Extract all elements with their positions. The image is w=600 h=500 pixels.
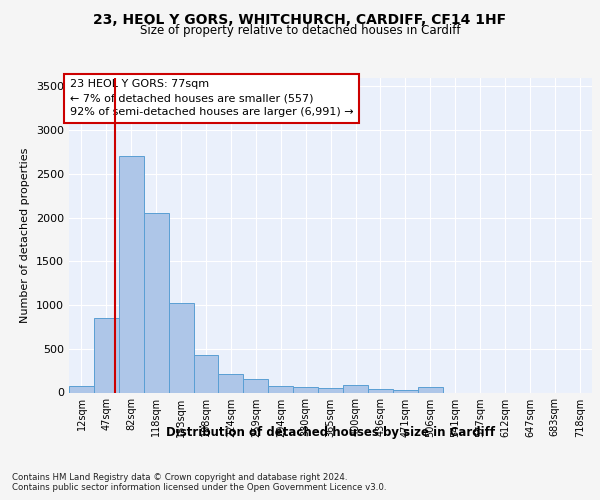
Text: Distribution of detached houses by size in Cardiff: Distribution of detached houses by size … bbox=[166, 426, 495, 439]
Bar bbox=[169, 303, 194, 392]
Bar bbox=[144, 213, 169, 392]
Bar bbox=[119, 156, 144, 392]
Y-axis label: Number of detached properties: Number of detached properties bbox=[20, 148, 31, 322]
Bar bbox=[268, 386, 293, 392]
Bar bbox=[293, 387, 318, 392]
Text: Size of property relative to detached houses in Cardiff: Size of property relative to detached ho… bbox=[140, 24, 460, 37]
Bar bbox=[94, 318, 119, 392]
Bar bbox=[318, 388, 343, 392]
Bar bbox=[393, 390, 418, 392]
Bar bbox=[69, 386, 94, 392]
Bar bbox=[244, 379, 268, 392]
Text: Contains public sector information licensed under the Open Government Licence v3: Contains public sector information licen… bbox=[12, 484, 386, 492]
Text: 23 HEOL Y GORS: 77sqm
← 7% of detached houses are smaller (557)
92% of semi-deta: 23 HEOL Y GORS: 77sqm ← 7% of detached h… bbox=[70, 79, 353, 117]
Bar bbox=[194, 355, 218, 393]
Bar bbox=[343, 384, 368, 392]
Text: Contains HM Land Registry data © Crown copyright and database right 2024.: Contains HM Land Registry data © Crown c… bbox=[12, 472, 347, 482]
Bar bbox=[218, 374, 244, 392]
Bar bbox=[368, 390, 393, 392]
Bar bbox=[418, 387, 443, 392]
Text: 23, HEOL Y GORS, WHITCHURCH, CARDIFF, CF14 1HF: 23, HEOL Y GORS, WHITCHURCH, CARDIFF, CF… bbox=[94, 12, 506, 26]
